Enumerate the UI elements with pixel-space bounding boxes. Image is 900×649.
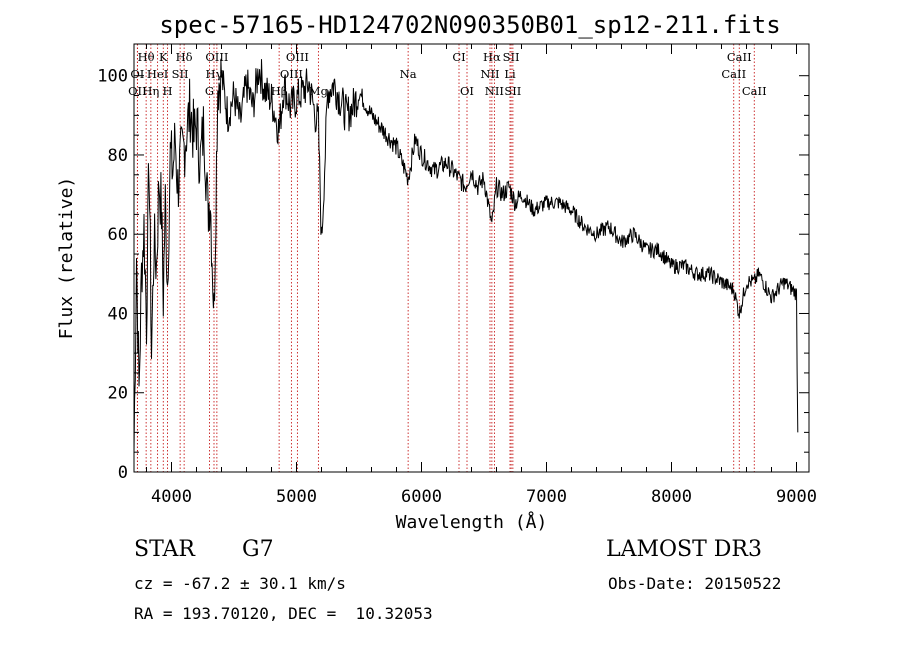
spectral-line-label: OI <box>460 84 474 98</box>
y-tick-label: 80 <box>108 146 128 166</box>
spectral-line-label: OII <box>128 84 147 98</box>
spectral-line-label: NII <box>485 84 504 98</box>
spectral-line-label: HeI <box>147 67 168 81</box>
y-tick-label: 60 <box>108 225 128 245</box>
y-tick-label: 20 <box>108 384 128 404</box>
x-tick-label: 8000 <box>651 487 692 507</box>
y-tick-label: 40 <box>108 304 128 324</box>
spectral-line-label: Hθ <box>138 50 155 64</box>
spectral-line-label: K <box>159 50 168 64</box>
spectral-line-label: Hγ <box>206 67 223 81</box>
spectral-line-label: OIII <box>286 50 309 64</box>
spectral-line-label: Hη <box>142 84 159 98</box>
x-tick-label: 5000 <box>276 487 317 507</box>
spectral-line-label: SII <box>503 50 520 64</box>
spectral-line-label: CaII <box>721 67 746 81</box>
axis-ticks: 4000 5000 6000 7000 8000 9000 0 20 40 60 80 100 <box>97 44 817 507</box>
x-tick-label: 6000 <box>401 487 442 507</box>
y-tick-label: 0 <box>118 463 128 483</box>
redshift-value: cz = -67.2 ± 30.1 km/s <box>134 574 346 593</box>
spectral-line-label: CaII <box>727 50 752 64</box>
spectral-line-label: Hδ <box>176 50 193 64</box>
spectral-line-label: Li <box>504 67 516 81</box>
spectral-line-label: H <box>162 84 172 98</box>
spectral-line-label: G <box>205 84 214 98</box>
x-axis-label: Wavelength (Å) <box>396 511 548 533</box>
spectral-line-label: OIII <box>205 50 228 64</box>
x-tick-label: 9000 <box>776 487 817 507</box>
spectral-line-label: Hβ <box>271 84 288 98</box>
spectral-line-label: CaII <box>742 84 767 98</box>
survey-name: LAMOST DR3 <box>606 537 762 562</box>
observation-date: Obs-Date: 20150522 <box>608 574 782 593</box>
spectral-line-label: SII <box>504 84 521 98</box>
spectral-line-label: NII <box>480 67 499 81</box>
spectral-line-label: Na <box>400 67 417 81</box>
object-class: STAR <box>134 537 195 562</box>
spectral-line-label: Mg <box>309 84 329 98</box>
spectral-line-label: SII <box>172 67 189 81</box>
spectral-line-label: CI <box>452 50 465 64</box>
x-tick-label: 7000 <box>526 487 567 507</box>
coordinates: RA = 193.70120, DEC = 10.32053 <box>134 604 433 623</box>
spectral-line-label: Hα <box>483 50 501 64</box>
y-tick-label: 100 <box>97 67 128 87</box>
y-axis-label: Flux (relative) <box>56 177 77 340</box>
spectrum-line <box>133 58 799 453</box>
x-tick-label: 4000 <box>151 487 192 507</box>
spectral-line-label: OIII <box>280 67 303 81</box>
chart-title: spec-57165-HD124702N090350B01_sp12-211.f… <box>159 11 780 39</box>
object-subclass: G7 <box>242 537 274 562</box>
